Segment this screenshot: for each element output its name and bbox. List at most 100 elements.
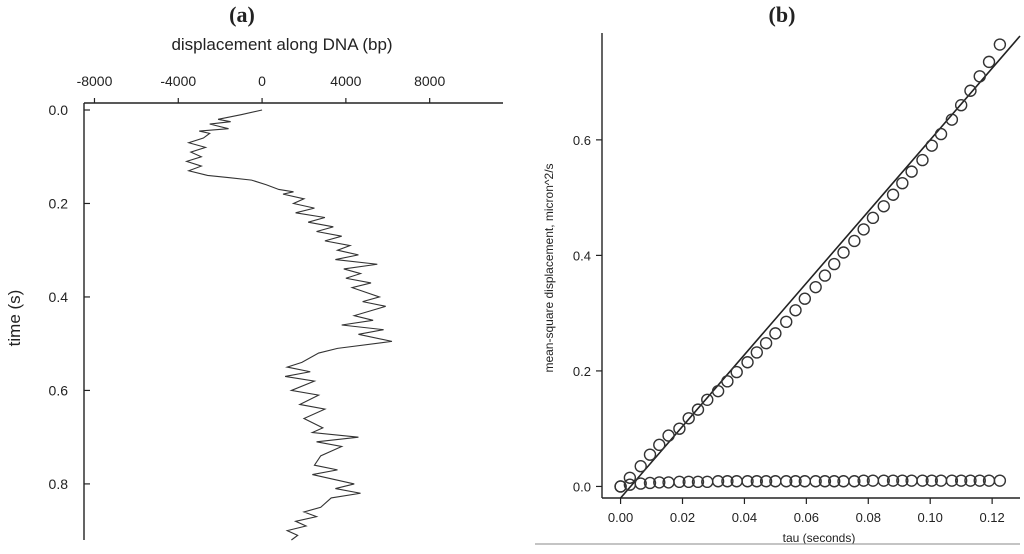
chart-b-y-tick-label: 0.0 — [573, 479, 591, 494]
chart-b-y-tick-label: 0.2 — [573, 364, 591, 379]
chart-b-series-2-point — [691, 475, 705, 489]
chart-b-series-2-point — [809, 475, 822, 488]
chart-b-series-2-point — [964, 474, 977, 487]
chart-a-x-axis-title: displacement along DNA (bp) — [171, 35, 392, 54]
chart-b-series-2-point — [634, 477, 647, 490]
chart-a-y-tick-label: 0.4 — [49, 289, 69, 305]
chart-b-series-2-point — [993, 474, 1007, 487]
chart-b-series-2-point — [896, 474, 909, 487]
chart-b-series-1-point — [789, 304, 802, 317]
chart-b-series-1-point — [721, 375, 734, 388]
chart-b-series-2-point — [916, 474, 929, 487]
chart-b-series-1-point — [973, 70, 986, 83]
chart-b-y-axis-title: mean-square displacement, micron^2/s — [542, 163, 556, 372]
chart-b-series-1-point — [750, 346, 764, 359]
chart-b-series-1-point — [857, 223, 870, 236]
chart-b-x-tick-label: 0.12 — [979, 510, 1004, 525]
chart-b-x-tick-label: 0.02 — [670, 510, 695, 525]
chart-b-series-2-point — [673, 475, 686, 489]
chart-b-series-1-point — [653, 438, 666, 452]
chart-a-x-tick-label: -8000 — [77, 73, 113, 89]
chart-b-x-ticks: 0.00 0.02 0.04 0.06 0.08 0.10 0.12 — [608, 498, 1005, 525]
chart-b-y-tick-label: 0.6 — [573, 133, 591, 148]
chart-a-x-tick-label: 0 — [258, 73, 266, 89]
chart-b-series-1-point — [711, 384, 725, 398]
chart-b-series-1-point — [886, 188, 900, 201]
chart-b-series — [614, 38, 1007, 493]
chart-b-y-tick-label: 0.4 — [573, 248, 591, 263]
chart-b-series-1-point — [634, 460, 647, 473]
chart-b-series-1-point — [780, 315, 793, 329]
chart-b-series-1-point — [673, 422, 686, 435]
chart-b-series-1-point — [769, 327, 782, 340]
chart-b-series-1-point — [905, 165, 918, 178]
chart-b-series-1-point — [662, 429, 675, 442]
chart-b-series-2-point — [780, 475, 793, 488]
chart-b-fit — [619, 35, 1021, 499]
chart-b-series-1-point — [643, 448, 657, 461]
chart-b-x-tick-label: 0.10 — [918, 510, 943, 525]
chart-b: tau (seconds) mean-square displacement, … — [535, 33, 1021, 545]
chart-b-series-2-point — [759, 475, 773, 488]
chart-b-series-1-point — [818, 269, 832, 282]
chart-b-series-1-point — [945, 113, 959, 126]
panel-a-label: (a) — [229, 2, 255, 27]
chart-b-series-2-point — [954, 474, 968, 487]
chart-b-series-2-point — [653, 476, 666, 489]
chart-b-series-2-point — [857, 474, 870, 487]
chart-a-y-tick-label: 0.8 — [49, 476, 69, 492]
chart-b-series-1-point — [866, 211, 880, 225]
chart-b-series-1-point — [759, 336, 773, 350]
chart-b-series-1-point — [682, 412, 695, 425]
chart-b-series-1-point — [925, 139, 938, 152]
chart-b-x-tick-label: 0.06 — [794, 510, 819, 525]
chart-b-series-2-point — [711, 475, 725, 488]
chart-b-series-2-point — [877, 474, 890, 487]
chart-a-y-ticks: 0.0 0.2 0.4 0.6 0.8 — [49, 102, 90, 492]
chart-b-series-1-point — [828, 257, 841, 271]
chart-a-y-tick-label: 0.6 — [49, 382, 69, 398]
chart-b-series-1-point — [809, 280, 822, 294]
chart-b-series-1-point — [964, 84, 977, 97]
chart-b-series-2-point — [789, 475, 802, 488]
chart-a-y-axis-title: time (s) — [5, 290, 24, 347]
chart-b-series-1-point — [798, 292, 812, 305]
chart-b-series-1-point — [848, 234, 861, 248]
chart-b-series-2-point — [848, 475, 861, 488]
chart-b-series-1-point — [741, 356, 754, 369]
chart-b-series-1-point — [730, 365, 743, 379]
chart-b-fit-line — [619, 35, 1021, 499]
chart-b-series-2-point — [973, 474, 986, 487]
chart-b-series-1-point — [993, 38, 1007, 51]
chart-b-series-1-point — [954, 98, 968, 112]
chart-a-x-ticks: -8000 -4000 0 4000 8000 — [77, 73, 445, 103]
chart-a-x-tick-label: -4000 — [160, 73, 196, 89]
chart-a-x-tick-label: 4000 — [330, 73, 361, 89]
chart-b-series-2-point — [721, 475, 734, 488]
chart-b-series-1-point — [623, 471, 637, 484]
chart-a-series-line — [184, 109, 393, 541]
chart-b-series-1-point — [691, 403, 705, 416]
chart-b-series-1-point — [982, 55, 996, 69]
chart-b-series-2-point — [750, 475, 764, 488]
chart-a-series — [184, 109, 393, 541]
chart-b-series-1-point — [934, 127, 948, 141]
chart-b-x-tick-label: 0.08 — [856, 510, 881, 525]
chart-b-series-2-point — [925, 474, 938, 487]
chart-b-series-1-point — [701, 393, 714, 406]
chart-b-x-tick-label: 0.04 — [732, 510, 757, 525]
chart-b-series-2-point — [614, 480, 627, 493]
chart-b-series-2-point — [828, 475, 841, 488]
chart-b-series-2-point — [886, 474, 900, 487]
chart-a: displacement along DNA (bp) time (s) -80… — [5, 35, 503, 541]
chart-b-x-axis-title: tau (seconds) — [783, 531, 856, 545]
chart-b-series-2-point — [643, 476, 657, 490]
chart-b-series-2-point — [945, 474, 959, 487]
chart-a-y-tick-label: 0.0 — [49, 102, 69, 118]
chart-a-y-tick-label: 0.2 — [49, 195, 69, 211]
chart-b-series-2-point — [818, 475, 832, 488]
chart-a-x-tick-label: 8000 — [414, 73, 445, 89]
chart-b-y-ticks: 0.0 0.2 0.4 0.6 — [573, 133, 602, 494]
chart-b-series-1-point — [896, 176, 909, 190]
